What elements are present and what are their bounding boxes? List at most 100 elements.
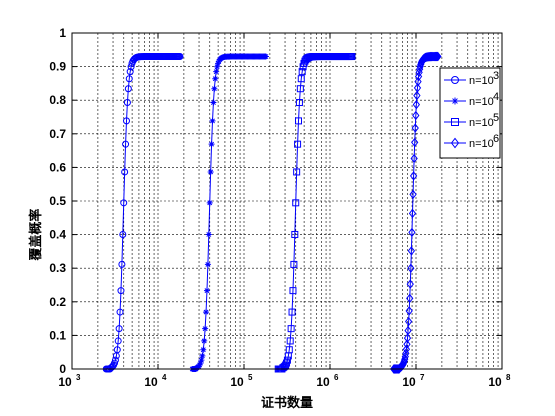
data-point-star [210,99,217,106]
data-point-circle [176,53,184,61]
y-tick-label: 0.2 [49,295,66,309]
data-point-square [285,346,293,354]
data-point-diamond [407,246,416,256]
data-point-square [348,53,356,61]
data-point-star [206,199,213,206]
ticks: 10 3 10 4 10 5 10 6 10 7 10 8 0 0.1 0.2 0.3 0.4 0.5 0.6 0.7… [49,26,511,389]
data-point-square [288,308,296,316]
data-point-star [202,325,209,332]
data-point-diamond [414,76,422,87]
series-line [278,56,352,370]
data-point-star [207,168,214,175]
x-tick-label-exp: 3 [76,373,81,382]
data-point-star [201,337,208,344]
data-point-star [214,63,221,70]
x-tick-label-exp: 5 [248,373,253,382]
data-point-circle [117,287,125,295]
legend-label-exp: 6 [493,133,499,145]
x-tick-label-exp: 4 [162,373,167,382]
series-layer [102,51,442,374]
y-tick-label: 0.8 [49,93,66,107]
data-point-circle [122,140,130,148]
data-point-square [293,168,301,176]
data-point-diamond [403,333,412,343]
data-point-circle [451,76,459,84]
x-tick-label: 10 [144,375,158,389]
data-point-circle [125,75,133,83]
data-point-square [283,356,291,364]
legend-label-exp: 5 [493,112,499,124]
x-tick-label: 10 [58,375,72,389]
data-point-star [197,360,204,367]
legend-item: n=10 6 [444,133,499,150]
y-tick-label: 1 [59,26,66,40]
data-point-square [287,325,295,333]
data-point-circle [126,68,134,76]
data-point-square [282,361,290,369]
data-point-star [203,309,210,316]
data-point-square [451,118,459,126]
data-point-square [294,140,302,148]
data-point-diamond [403,339,411,349]
data-point-diamond [404,325,412,336]
data-point-star [209,117,216,124]
data-point-circle [118,260,126,268]
series-line [106,56,180,370]
data-point-diamond [411,123,419,133]
data-point-star [211,85,218,92]
data-point-diamond [406,293,414,304]
x-tick-label: 10 [230,375,244,389]
data-point-circle [114,337,122,345]
y-axis-label: 覆盖概率 [28,209,44,261]
x-tick-label: 10 [488,375,502,389]
data-point-star [196,362,203,369]
data-point-star [204,261,211,268]
data-point-square [297,75,305,83]
legend-label-exp: 4 [493,91,499,103]
data-point-circle [116,308,124,316]
legend-label: n=10 [469,138,494,150]
data-point-diamond [412,99,420,110]
legend-label: n=10 [469,96,494,108]
data-point-circle [113,346,121,354]
data-point-square [292,199,300,207]
x-tick-label-exp: 7 [420,373,425,382]
data-point-star [200,346,207,353]
data-point-circle [119,230,127,238]
data-point-diamond [408,227,416,238]
y-tick-label: 0.7 [49,127,66,141]
data-point-square [289,287,297,295]
data-point-star [262,53,269,60]
data-point-diamond [405,306,413,316]
grid [72,33,502,369]
y-tick-label: 0.4 [49,228,66,242]
data-point-square [294,117,302,125]
legend-label: n=10 [469,75,494,87]
y-tick-label: 0.9 [49,60,66,74]
data-point-diamond [408,208,417,219]
series-star [189,53,269,372]
data-point-star [205,231,212,238]
legend-item: n=10 5 [444,112,499,129]
data-point-diamond [404,316,413,327]
legend-label-exp: 3 [493,70,499,82]
legend-label: n=10 [469,117,494,129]
y-tick-label: 0.6 [49,160,66,174]
series-square [274,53,356,373]
data-point-circle [121,168,129,176]
legend: n=10 3n=10 4n=10 5n=10 6 [439,67,501,159]
data-point-diamond [450,137,460,149]
data-point-diamond [406,279,414,289]
data-point-diamond [402,344,411,355]
x-axis-label: 证书数量 [261,395,313,411]
data-point-circle [124,85,132,93]
data-point-square [298,68,306,76]
data-point-square [291,230,299,238]
legend-item: n=10 4 [444,91,499,108]
data-point-diamond [413,90,421,101]
data-point-diamond [409,171,418,181]
data-point-circle [115,325,123,333]
data-point-circle [122,117,130,125]
series-line [192,56,266,370]
